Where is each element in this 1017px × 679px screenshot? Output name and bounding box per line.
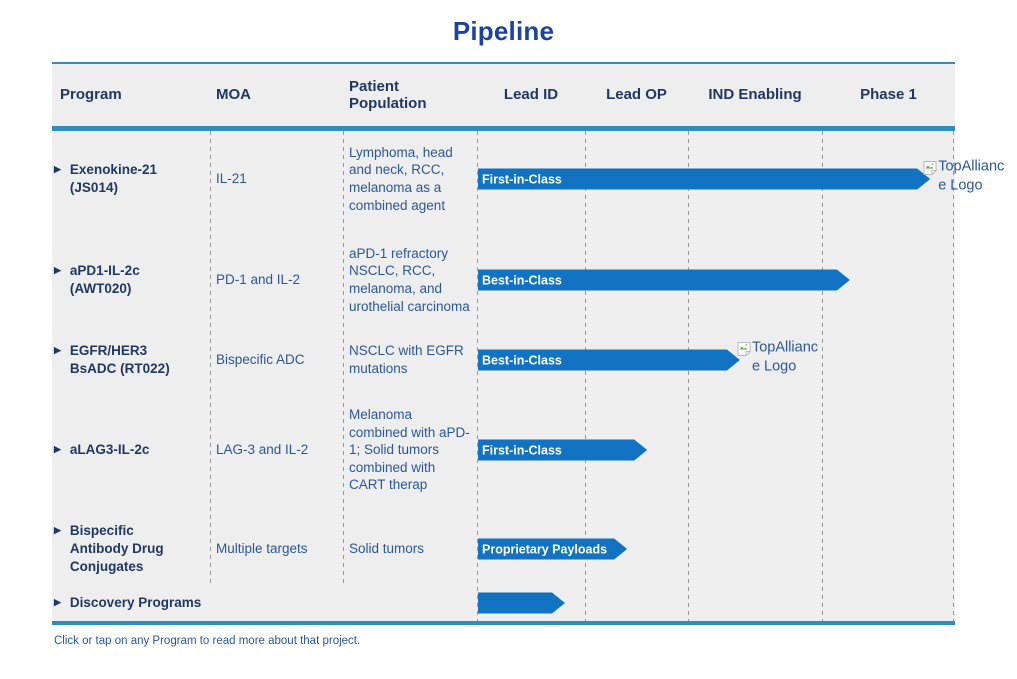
page-title: Pipeline bbox=[452, 16, 555, 46]
phase-arrow-label: Best-in-Class bbox=[482, 273, 562, 287]
moa-cell: Bispecific ADC bbox=[216, 352, 305, 368]
column-divider bbox=[688, 131, 689, 621]
program-marker-icon: ▶ bbox=[54, 163, 61, 174]
program-alag3-il-2c[interactable]: ▶ aLAG3-IL-2c bbox=[52, 441, 210, 459]
table-row: ▶ Discovery Programs bbox=[52, 585, 955, 621]
header-rule bbox=[52, 126, 955, 131]
program-exenokine-21[interactable]: ▶ Exenokine-21 (JS014) bbox=[52, 161, 210, 197]
broken-image-icon bbox=[923, 161, 938, 176]
program-label: aLAG3-IL-2c bbox=[69, 441, 150, 457]
broken-image-alt-text: TopAlliance Logo bbox=[751, 339, 819, 375]
broken-logo-image: TopAlliance Logo bbox=[737, 339, 823, 376]
column-divider bbox=[477, 131, 478, 621]
phase-arrow-label: Proprietary Payloads bbox=[482, 542, 608, 556]
moa-cell: PD-1 and IL-2 bbox=[216, 272, 301, 288]
phase-arrow[interactable]: Proprietary Payloads bbox=[478, 539, 627, 560]
broken-image-icon bbox=[737, 342, 751, 357]
footer-hint-text: Click or tap on any Program to read more… bbox=[54, 635, 361, 647]
top-rule bbox=[52, 62, 955, 64]
phase-arrow[interactable]: Best-in-Class bbox=[478, 350, 740, 371]
bottom-rule bbox=[52, 621, 955, 625]
program-label: Discovery Programs bbox=[69, 594, 202, 610]
program-label: Bispecific Antibody Drug Conjugates bbox=[69, 522, 164, 575]
program-egfr-her3-bsadc[interactable]: ▶ EGFR/HER3 BsADC (RT022) bbox=[52, 342, 210, 378]
table-row: ▶ EGFR/HER3 BsADC (RT022) Bispecific ADC… bbox=[52, 333, 955, 387]
phase-arrow[interactable]: Best-in-Class bbox=[478, 270, 850, 291]
program-apd1-il-2c[interactable]: ▶ aPD1-IL-2c (AWT020) bbox=[52, 262, 210, 298]
column-divider bbox=[343, 131, 344, 585]
patient-population-cell: NSCLC with EGFR mutations bbox=[349, 343, 464, 376]
column-divider bbox=[585, 131, 586, 621]
phase-arrow[interactable] bbox=[478, 593, 565, 614]
patient-population-cell: Solid tumors bbox=[349, 541, 425, 557]
timeline-cell bbox=[477, 585, 955, 621]
table-body: ▶ Exenokine-21 (JS014) IL-21 Lymphoma, h… bbox=[52, 131, 1004, 621]
phase-arrow-label: Best-in-Class bbox=[482, 353, 562, 367]
phase-arrow-label: First-in-Class bbox=[482, 172, 562, 186]
program-marker-icon: ▶ bbox=[54, 264, 61, 275]
column-header-ind-enabling: IND Enabling bbox=[708, 86, 802, 104]
column-header-patient-population: Patient Population bbox=[349, 77, 427, 112]
pipeline-table: Program MOA Patient Population Lead ID L… bbox=[52, 62, 1004, 625]
phase-arrow[interactable]: First-in-Class bbox=[478, 440, 647, 461]
timeline-cell: Best-in-Class TopAlliance Logo bbox=[477, 333, 955, 387]
timeline-cell: Proprietary Payloads bbox=[477, 513, 955, 585]
program-label: aPD1-IL-2c (AWT020) bbox=[69, 262, 140, 296]
patient-population-cell: Lymphoma, head and neck, RCC, melanoma a… bbox=[349, 144, 453, 213]
table-row: ▶ aLAG3-IL-2c LAG-3 and IL-2 Melanoma co… bbox=[52, 387, 955, 513]
timeline-cell: First-in-Class bbox=[477, 387, 955, 513]
broken-logo-image: TopAlliance Logo bbox=[923, 158, 1009, 195]
program-bispecific-adc[interactable]: ▶ Bispecific Antibody Drug Conjugates bbox=[52, 522, 210, 577]
timeline-cell: First-in-Class TopAlliance Logo bbox=[477, 131, 1004, 227]
timeline-cell: Best-in-Class bbox=[477, 227, 955, 333]
column-header-lead-op: Lead OP bbox=[606, 86, 667, 104]
program-marker-icon: ▶ bbox=[54, 344, 61, 355]
moa-cell: IL-21 bbox=[216, 171, 247, 187]
program-label: Exenokine-21 (JS014) bbox=[69, 161, 157, 195]
table-header: Program MOA Patient Population Lead ID L… bbox=[52, 64, 955, 126]
program-marker-icon: ▶ bbox=[54, 443, 61, 454]
column-header-program: Program bbox=[60, 86, 122, 104]
program-marker-icon: ▶ bbox=[54, 596, 61, 607]
column-divider bbox=[210, 131, 211, 585]
program-label: EGFR/HER3 BsADC (RT022) bbox=[69, 342, 170, 376]
phase-arrow-label: First-in-Class bbox=[482, 443, 562, 457]
column-header-moa: MOA bbox=[216, 86, 251, 104]
program-marker-icon: ▶ bbox=[54, 524, 61, 535]
patient-population-cell: Melanoma combined with aPD-1; Solid tumo… bbox=[349, 407, 470, 493]
patient-population-cell: aPD-1 refractory NSCLC, RCC, melanoma, a… bbox=[349, 245, 470, 314]
broken-image-alt-text: TopAlliance Logo bbox=[938, 158, 1005, 194]
column-header-phase-1: Phase 1 bbox=[860, 86, 917, 104]
table-row: ▶ aPD1-IL-2c (AWT020) PD-1 and IL-2 aPD-… bbox=[52, 227, 955, 333]
phase-arrow[interactable]: First-in-Class bbox=[478, 169, 930, 190]
table-row: ▶ Exenokine-21 (JS014) IL-21 Lymphoma, h… bbox=[52, 131, 1004, 227]
moa-cell: LAG-3 and IL-2 bbox=[216, 442, 309, 458]
column-divider bbox=[953, 131, 954, 621]
moa-cell: Multiple targets bbox=[216, 541, 308, 557]
program-discovery-programs[interactable]: ▶ Discovery Programs bbox=[52, 594, 477, 612]
table-row: ▶ Bispecific Antibody Drug Conjugates Mu… bbox=[52, 513, 955, 585]
column-header-lead-id: Lead ID bbox=[503, 86, 559, 104]
column-divider bbox=[822, 131, 823, 621]
